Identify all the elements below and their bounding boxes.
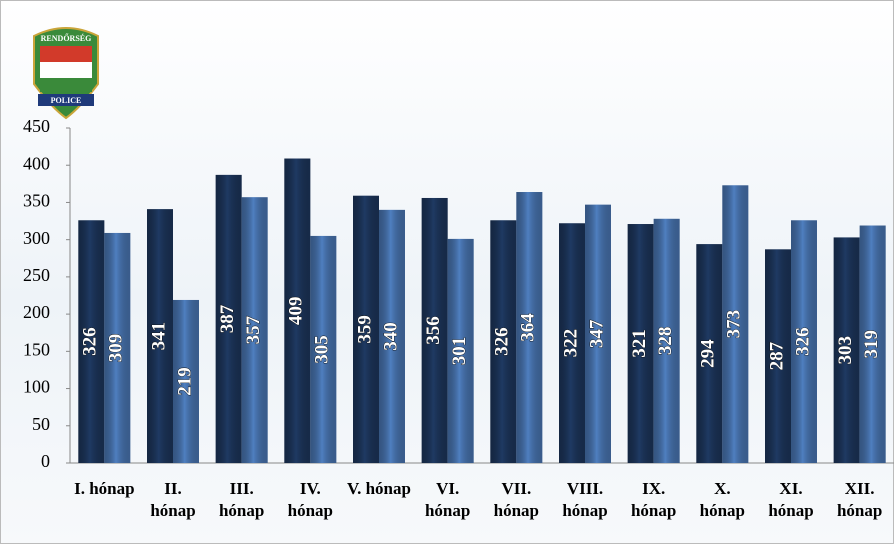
value-label: 219 [174,367,195,396]
logo-bottom: POLICE [51,96,82,105]
bar-shade [696,244,723,463]
x-tick-label: II. hónap [150,479,196,520]
x-tick-label: III. hónap [218,479,265,520]
value-label: 356 [423,316,444,345]
bar-shade [490,220,517,463]
bar-shade [78,220,105,463]
bar-shade [516,192,543,463]
value-label: 357 [243,315,264,344]
x-tick-label: X. hónap [699,479,746,520]
bar-shade [284,158,311,463]
y-tick-label: 100 [23,377,50,397]
x-tick-label: VIII. hónap [562,479,608,520]
logo: RENDŐRSÉG POLICE [33,27,99,120]
bar-shade [241,197,268,463]
x-tick-label: IV. hónap [287,479,334,520]
y-tick-label: 0 [41,451,50,471]
value-label: 326 [492,327,513,356]
y-tick-label: 350 [23,191,50,211]
y-tick-label: 50 [32,414,50,434]
value-label: 287 [766,341,787,370]
value-label: 321 [629,329,650,358]
y-tick-label: 400 [23,153,50,173]
bar-shade [859,225,886,463]
value-label: 409 [286,297,307,326]
value-label: 364 [518,313,539,342]
value-label: 359 [354,315,375,344]
value-label: 303 [835,336,856,365]
value-label: 341 [148,322,169,351]
y-tick-label: 300 [23,228,50,248]
bar-shade [421,197,448,463]
value-label: 326 [80,327,101,356]
bar-shade [765,249,791,463]
y-tick-label: 450 [23,116,50,136]
value-label: 373 [724,310,745,339]
x-tick-label: V. hónap [347,479,411,498]
x-tick-label: XI. hónap [768,479,814,520]
value-label: 301 [449,337,470,366]
bar-shade [353,195,379,463]
value-label: 322 [560,329,581,358]
value-label: 294 [698,339,719,368]
value-label: 387 [217,304,238,333]
y-tick-label: 250 [23,265,50,285]
x-tick-label: XII. hónap [836,479,883,520]
bar-shade [447,238,474,463]
bar-shade [147,209,173,463]
bar-shade [379,209,405,463]
x-tick-label: VII. hónap [493,479,540,520]
value-label: 309 [106,334,127,363]
x-tick-label: IX. hónap [630,479,677,520]
y-tick-label: 200 [23,302,50,322]
bar-shade [173,299,199,463]
bar-shade [833,237,860,463]
bar-shade [585,204,611,463]
bar-shade [215,174,242,463]
value-label: 347 [586,319,607,348]
logo-top: RENDŐRSÉG [41,33,92,43]
bar-shade [104,232,131,463]
bar-shade [653,218,680,463]
x-tick-label: I. hónap [74,479,135,498]
bar-shade [791,220,817,463]
value-label: 328 [655,327,676,356]
x-tick-label: VI. hónap [424,479,471,520]
value-label: 305 [312,335,333,364]
bar-shade [722,185,749,464]
bar-shade [310,235,337,463]
bar-shade [627,224,654,463]
y-tick-label: 150 [23,339,50,359]
bar-shade [559,223,585,463]
value-label: 340 [380,322,401,351]
value-label: 326 [792,327,813,356]
value-label: 319 [861,330,882,359]
